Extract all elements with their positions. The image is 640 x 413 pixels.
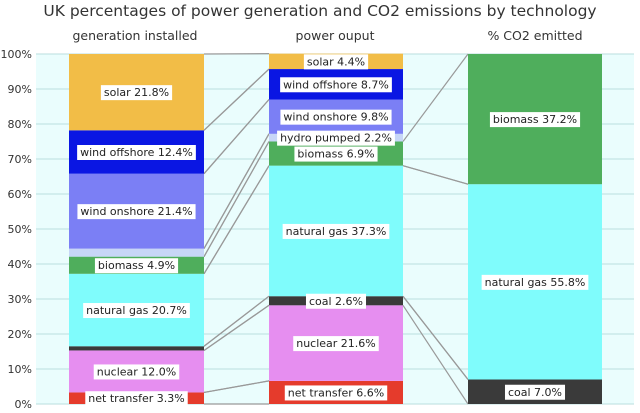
data-label-box [305, 293, 367, 309]
connector-line [203, 380, 270, 394]
y-tick-label: 50% [8, 223, 32, 236]
data-label-box [85, 391, 188, 407]
data-label: biomass 6.9% [297, 148, 374, 161]
data-label-box [303, 54, 369, 70]
data-label: biomass 37.2% [493, 113, 577, 126]
connector-line [203, 165, 270, 275]
data-label: coal 2.6% [309, 295, 363, 308]
category-label-generation: generation installed [72, 28, 198, 43]
y-tick-label: 80% [8, 118, 32, 131]
data-label: wind offshore 8.7% [283, 78, 389, 91]
bar-segment-hydro-pumped [69, 248, 204, 257]
data-label-box [489, 112, 581, 128]
bar-segment-coal [69, 346, 204, 351]
data-label: wind onshore 21.4% [80, 205, 192, 218]
data-label: hydro pumped 2.2% [280, 132, 392, 145]
data-label-box [93, 364, 180, 380]
data-label-box [284, 385, 388, 401]
data-label-box [277, 130, 395, 146]
category-label-power-output: power ouput [295, 28, 375, 43]
data-label-box [481, 274, 589, 290]
connector-line [402, 295, 469, 380]
data-label-box [77, 145, 196, 160]
data-label: solar 4.4% [307, 55, 365, 68]
data-label-box [293, 336, 379, 352]
connector-line [203, 133, 270, 249]
connector-line [402, 304, 469, 405]
data-label: nuclear 12.0% [97, 365, 177, 378]
connector-line [203, 68, 270, 131]
data-label-box [504, 384, 566, 400]
data-label: solar 21.8% [104, 86, 169, 99]
connector-line [402, 165, 469, 185]
y-tick-label: 100% [1, 48, 32, 61]
data-label: natural gas 20.7% [86, 304, 187, 317]
y-tick-label: 70% [8, 153, 32, 166]
category-label-co2: % CO2 emitted [487, 28, 583, 43]
connector-line [203, 304, 270, 351]
chart-title: UK percentages of power generation and C… [43, 2, 597, 20]
connector-line [203, 295, 270, 347]
data-label: coal 7.0% [508, 386, 562, 399]
data-label: wind onshore 9.8% [283, 111, 388, 124]
data-label-box [280, 77, 392, 93]
y-tick-label: 60% [8, 188, 32, 201]
data-label: wind offshore 12.4% [80, 146, 193, 159]
data-label: natural gas 55.8% [485, 276, 586, 289]
data-label: biomass 4.9% [98, 259, 175, 272]
y-tick-label: 40% [8, 258, 32, 271]
data-label: natural gas 37.3% [286, 225, 387, 238]
y-tick-label: 10% [8, 363, 32, 376]
y-tick-label: 90% [8, 83, 32, 96]
data-label-box [100, 85, 173, 101]
data-label-box [294, 146, 378, 162]
connector-line [203, 99, 270, 175]
data-label-box [280, 109, 392, 125]
data-label-box [77, 204, 196, 220]
data-label: net transfer 6.6% [288, 386, 384, 399]
y-tick-label: 30% [8, 293, 32, 306]
data-label-box [83, 303, 190, 319]
data-label-box [94, 258, 179, 274]
y-tick-label: 20% [8, 328, 32, 341]
y-tick-label: 0% [15, 398, 32, 411]
data-label: net transfer 3.3% [88, 392, 184, 405]
connector-line [402, 53, 469, 142]
data-label-box [282, 223, 390, 239]
data-label: nuclear 21.6% [296, 337, 376, 350]
connector-line [203, 141, 270, 257]
